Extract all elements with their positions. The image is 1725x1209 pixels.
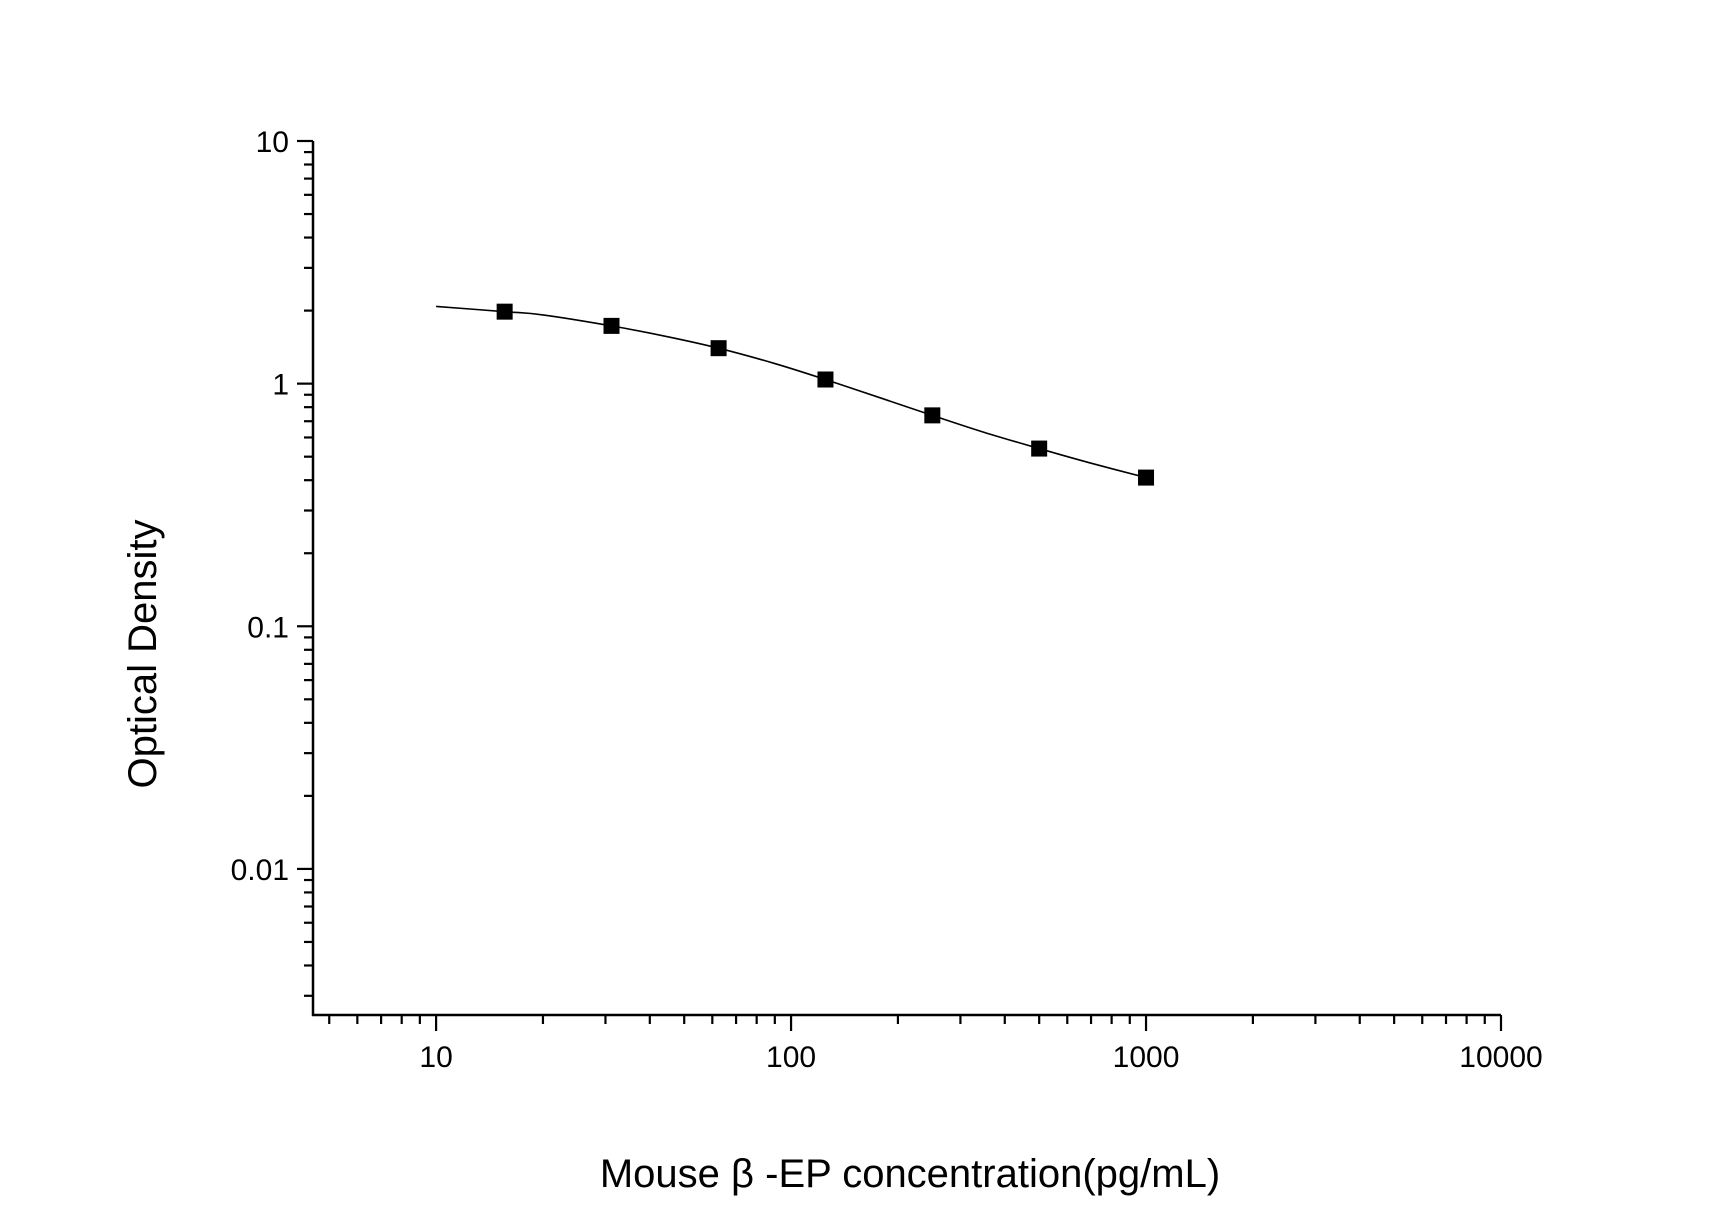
tick-marks [297,139,1503,1031]
y-tick-label: 0.1 [247,611,289,644]
x-axis-label: Mouse β -EP concentration(pg/mL) [600,1152,1220,1196]
x-tick-label: 1000 [1113,1041,1180,1074]
tick-labels: 10 100 1000 10000 10 1 0.1 0.01 [231,126,1543,1074]
y-tick-label: 10 [256,126,289,159]
data-point [817,371,834,388]
y-tick-label: 1 [272,369,289,402]
x-tick-label: 10000 [1459,1041,1542,1074]
y-axis-label: Optical Density [121,520,165,789]
data-point [496,303,513,320]
axes [311,141,1501,1017]
data-point [1031,440,1048,457]
x-tick-label: 10 [419,1041,452,1074]
data-point [603,317,620,334]
data-point [1138,469,1155,486]
data-point [924,407,941,424]
data-points [496,303,1155,486]
data-point [710,340,727,357]
y-tick-label: 0.01 [231,854,289,887]
x-tick-label: 100 [766,1041,816,1074]
